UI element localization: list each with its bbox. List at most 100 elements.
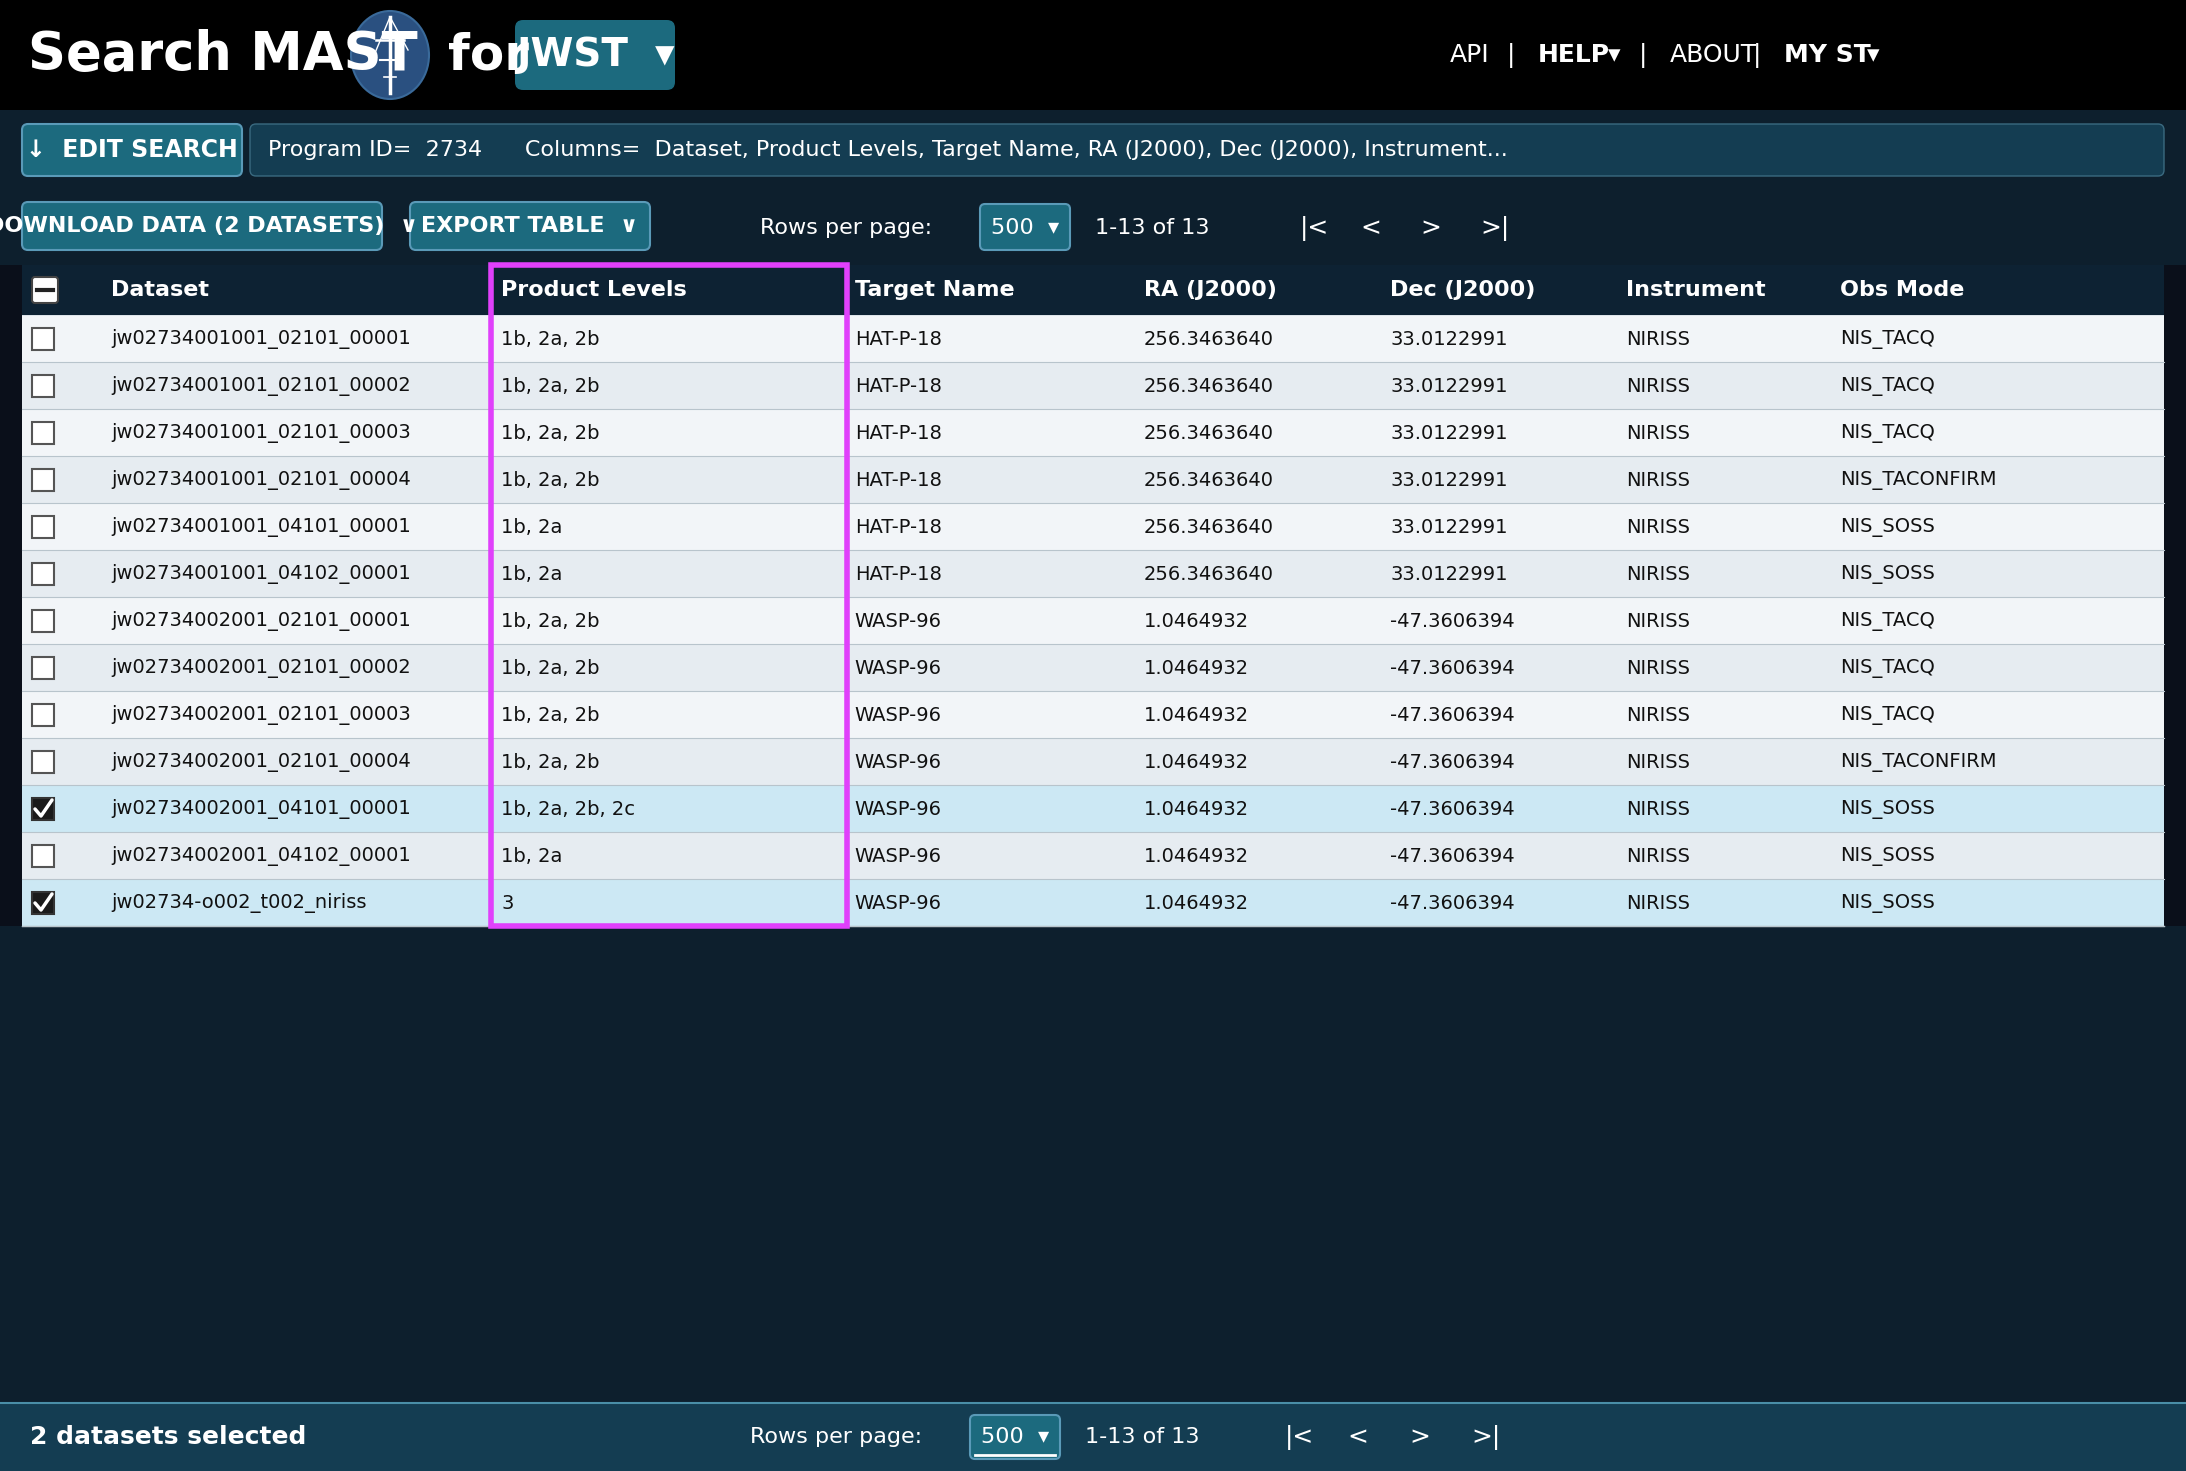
Text: 1.0464932: 1.0464932 (1143, 753, 1248, 771)
Text: NIRISS: NIRISS (1626, 565, 1690, 584)
Text: 1b, 2a, 2b: 1b, 2a, 2b (501, 753, 599, 771)
Text: WASP-96: WASP-96 (855, 753, 942, 771)
Bar (22, 457, 2164, 503)
Bar (33, 705, 55, 727)
Bar (22, 265, 2164, 927)
Text: JWST  ▾: JWST ▾ (516, 35, 673, 74)
Text: NIS_SOSS: NIS_SOSS (1841, 846, 1935, 865)
Text: 1-13 of 13: 1-13 of 13 (1084, 1427, 1200, 1447)
Text: -47.3606394: -47.3606394 (1390, 846, 1515, 865)
Bar (22, 410, 2164, 456)
Text: >: > (1410, 1425, 1430, 1449)
Text: NIS_TACQ: NIS_TACQ (1841, 377, 1935, 396)
Text: WASP-96: WASP-96 (855, 846, 942, 865)
Bar (22, 880, 2164, 927)
Text: -47.3606394: -47.3606394 (1390, 659, 1515, 678)
Text: NIRISS: NIRISS (1626, 612, 1690, 631)
Text: |<: |< (1285, 1424, 1314, 1449)
Text: 1b, 2a, 2b: 1b, 2a, 2b (501, 471, 599, 490)
Bar (33, 797, 55, 819)
Text: NIRISS: NIRISS (1626, 800, 1690, 818)
Text: 1-13 of 13: 1-13 of 13 (1095, 218, 1209, 238)
Bar (492, 265, 846, 927)
Text: Rows per page:: Rows per page: (750, 1427, 922, 1447)
Text: NIRISS: NIRISS (1626, 471, 1690, 490)
Text: 1b, 2a: 1b, 2a (501, 846, 562, 865)
Text: jw02734002001_04102_00001: jw02734002001_04102_00001 (111, 846, 411, 866)
Text: 256.3463640: 256.3463640 (1143, 518, 1274, 537)
Text: API: API (1449, 43, 1489, 68)
FancyBboxPatch shape (22, 124, 243, 177)
Text: |: | (1506, 43, 1515, 68)
Text: <: < (1347, 1425, 1368, 1449)
Text: HAT-P-18: HAT-P-18 (855, 330, 942, 349)
Bar (22, 363, 2164, 409)
Text: 33.0122991: 33.0122991 (1390, 377, 1508, 396)
Text: jw02734002001_02101_00003: jw02734002001_02101_00003 (111, 705, 411, 725)
Text: MY ST: MY ST (1784, 43, 1871, 68)
Bar (33, 797, 55, 819)
Text: >|: >| (1471, 1424, 1500, 1449)
Text: jw02734002001_02101_00004: jw02734002001_02101_00004 (111, 752, 411, 772)
Bar (33, 563, 55, 585)
Text: 1b, 2a, 2b: 1b, 2a, 2b (501, 377, 599, 396)
Text: <: < (1360, 216, 1382, 240)
Text: 33.0122991: 33.0122991 (1390, 424, 1508, 443)
Text: 1.0464932: 1.0464932 (1143, 659, 1248, 678)
Text: Search MAST: Search MAST (28, 29, 418, 81)
Text: 1.0464932: 1.0464932 (1143, 800, 1248, 818)
Bar (22, 316, 2164, 362)
Bar (33, 844, 55, 866)
Text: DOWNLOAD DATA (2 DATASETS)  ∨: DOWNLOAD DATA (2 DATASETS) ∨ (0, 216, 418, 235)
Text: HAT-P-18: HAT-P-18 (855, 565, 942, 584)
FancyBboxPatch shape (979, 204, 1069, 250)
Text: >: > (1421, 216, 1441, 240)
Text: 33.0122991: 33.0122991 (1390, 518, 1508, 537)
Text: Product Levels: Product Levels (501, 279, 686, 300)
Text: WASP-96: WASP-96 (855, 800, 942, 818)
Text: 256.3463640: 256.3463640 (1143, 377, 1274, 396)
Text: ABOUT: ABOUT (1670, 43, 1758, 68)
Bar (22, 738, 2164, 786)
Text: jw02734001001_02101_00003: jw02734001001_02101_00003 (111, 424, 411, 443)
Text: 256.3463640: 256.3463640 (1143, 424, 1274, 443)
Text: 1.0464932: 1.0464932 (1143, 893, 1248, 912)
Text: 1b, 2a, 2b: 1b, 2a, 2b (501, 330, 599, 349)
Text: WASP-96: WASP-96 (855, 893, 942, 912)
Bar (33, 891, 55, 913)
Text: NIRISS: NIRISS (1626, 518, 1690, 537)
Text: 1b, 2a, 2b: 1b, 2a, 2b (501, 706, 599, 725)
Text: Target Name: Target Name (855, 279, 1014, 300)
Bar (0, 190, 2186, 265)
Text: WASP-96: WASP-96 (855, 612, 942, 631)
Text: Dec (J2000): Dec (J2000) (1390, 279, 1535, 300)
Text: Obs Mode: Obs Mode (1841, 279, 1965, 300)
Text: jw02734001001_04102_00001: jw02734001001_04102_00001 (111, 563, 411, 584)
Text: jw02734001001_02101_00004: jw02734001001_02101_00004 (111, 471, 411, 490)
Text: 1b, 2a, 2b: 1b, 2a, 2b (501, 612, 599, 631)
Bar (33, 610, 55, 633)
Text: 256.3463640: 256.3463640 (1143, 330, 1274, 349)
Bar (33, 891, 55, 913)
Text: NIRISS: NIRISS (1626, 659, 1690, 678)
Text: NIRISS: NIRISS (1626, 330, 1690, 349)
Text: NIS_TACONFIRM: NIS_TACONFIRM (1841, 471, 1996, 490)
Text: 1b, 2a, 2b, 2c: 1b, 2a, 2b, 2c (501, 800, 636, 818)
Text: Instrument: Instrument (1626, 279, 1766, 300)
Bar (33, 469, 55, 491)
Text: HAT-P-18: HAT-P-18 (855, 471, 942, 490)
Text: -47.3606394: -47.3606394 (1390, 893, 1515, 912)
Text: NIRISS: NIRISS (1626, 893, 1690, 912)
FancyBboxPatch shape (516, 21, 675, 90)
Text: NIS_TACQ: NIS_TACQ (1841, 612, 1935, 631)
Text: HELP: HELP (1539, 43, 1611, 68)
Bar (22, 505, 2164, 550)
Text: NIS_TACONFIRM: NIS_TACONFIRM (1841, 753, 1996, 771)
Text: NIRISS: NIRISS (1626, 706, 1690, 725)
Bar (22, 599, 2164, 644)
Text: 1.0464932: 1.0464932 (1143, 612, 1248, 631)
FancyBboxPatch shape (22, 202, 383, 250)
FancyBboxPatch shape (249, 124, 2164, 177)
Text: 33.0122991: 33.0122991 (1390, 330, 1508, 349)
Text: WASP-96: WASP-96 (855, 659, 942, 678)
